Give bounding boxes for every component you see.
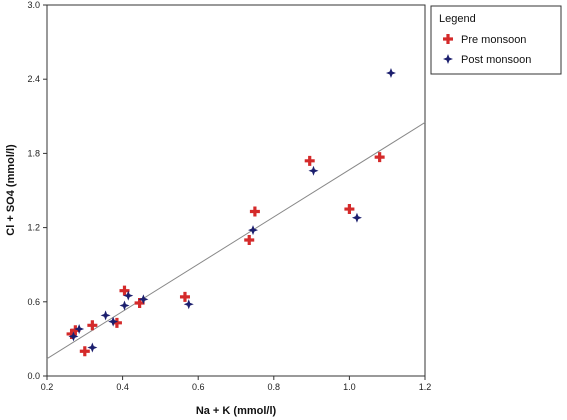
data-points <box>66 68 396 357</box>
x-tick-label: 0.6 <box>192 382 205 392</box>
pre-monsoon-point <box>79 346 90 357</box>
y-tick-label: 2.4 <box>27 74 40 84</box>
x-tick-label: 1.0 <box>343 382 356 392</box>
post-monsoon-point <box>100 310 111 321</box>
pre-monsoon-point <box>304 155 315 166</box>
post-monsoon-point <box>87 342 98 353</box>
legend-pre-monsoon-label: Pre monsoon <box>461 34 526 46</box>
post-monsoon-point <box>74 324 85 335</box>
pre-monsoon-point <box>249 206 260 217</box>
x-axis-ticks: 0.2 0.4 0.6 0.8 1.0 1.2 <box>41 376 432 392</box>
y-tick-label: 3.0 <box>27 0 40 10</box>
legend-star-icon <box>443 54 453 64</box>
post-monsoon-point <box>68 331 79 342</box>
pre-monsoon-point <box>179 291 190 302</box>
x-tick-label: 0.8 <box>268 382 281 392</box>
post-monsoon-point <box>385 68 396 79</box>
legend-title: Legend <box>439 13 476 25</box>
pre-monsoon-point <box>70 325 81 336</box>
y-tick-label: 1.2 <box>27 223 40 233</box>
legend-post-monsoon-label: Post monsoon <box>461 54 531 66</box>
post-monsoon-point <box>119 300 130 311</box>
legend: Legend Pre monsoon Post monsoon <box>430 5 562 75</box>
y-tick-label: 0.6 <box>27 297 40 307</box>
legend-post-monsoon-marker <box>443 54 453 64</box>
y-axis-ticks: 0.0 0.6 1.2 1.8 2.4 3.0 <box>27 0 47 381</box>
x-tick-label: 0.2 <box>41 382 54 392</box>
pre-monsoon-point <box>119 285 130 296</box>
plot-frame <box>46 4 426 377</box>
y-tick-label: 0.0 <box>27 371 40 381</box>
y-axis-label: Cl + SO4 (mmol/l) <box>5 144 17 236</box>
pre-monsoon-point <box>111 317 122 328</box>
post-monsoon-point <box>351 212 362 223</box>
pre-monsoon-point <box>87 320 98 331</box>
trend-line <box>46 122 426 360</box>
post-monsoon-point <box>183 299 194 310</box>
pre-monsoon-point <box>134 298 145 309</box>
post-monsoon-point <box>123 290 134 301</box>
post-monsoon-point <box>248 225 259 236</box>
pre-monsoon-point <box>244 234 255 245</box>
post-monsoon-point <box>308 165 319 176</box>
pre-monsoon-point <box>374 152 385 163</box>
legend-pre-monsoon-marker <box>443 34 453 44</box>
legend-plus-icon <box>443 34 453 44</box>
pre-monsoon-point <box>344 204 355 215</box>
post-monsoon-point <box>108 316 119 327</box>
x-tick-label: 0.4 <box>116 382 129 392</box>
y-tick-label: 1.8 <box>27 148 40 158</box>
pre-monsoon-point <box>66 328 77 339</box>
x-axis-label: Na + K (mmol/l) <box>196 405 277 417</box>
post-monsoon-point <box>138 294 149 305</box>
x-tick-label: 1.2 <box>419 382 432 392</box>
